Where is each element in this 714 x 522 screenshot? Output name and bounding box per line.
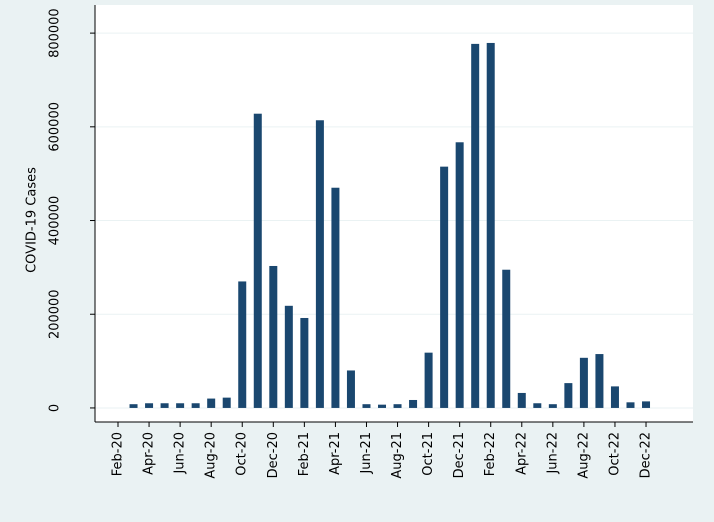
x-tick-label: Oct-21 bbox=[421, 432, 436, 476]
bar bbox=[533, 403, 542, 408]
bar bbox=[269, 265, 278, 408]
x-tick-label: Jun-20 bbox=[173, 432, 188, 475]
bar bbox=[145, 403, 154, 408]
x-tick-label: Feb-21 bbox=[297, 432, 312, 476]
x-tick-label: Oct-22 bbox=[607, 432, 622, 476]
bar bbox=[486, 42, 495, 408]
bar bbox=[222, 397, 231, 408]
bar bbox=[315, 120, 324, 408]
bar bbox=[300, 317, 309, 408]
y-tick-label: 800000 bbox=[48, 8, 63, 58]
bar bbox=[176, 403, 185, 408]
bar bbox=[517, 392, 526, 408]
bar bbox=[502, 269, 511, 408]
x-tick-label: Jun-22 bbox=[545, 432, 560, 475]
bar bbox=[642, 401, 651, 408]
x-tick-label: Jun-21 bbox=[359, 432, 374, 475]
bar bbox=[548, 404, 557, 408]
bar bbox=[595, 354, 604, 408]
x-tick-label: Oct-20 bbox=[235, 432, 250, 476]
x-tick-label: Apr-20 bbox=[142, 432, 157, 475]
bar bbox=[564, 383, 573, 408]
x-tick-label: Dec-22 bbox=[639, 432, 654, 478]
bar bbox=[440, 166, 449, 408]
bar bbox=[626, 402, 635, 408]
bar bbox=[253, 113, 262, 408]
bar bbox=[610, 386, 619, 408]
bar bbox=[238, 281, 247, 408]
x-tick-label: Dec-21 bbox=[452, 432, 467, 478]
bar bbox=[579, 357, 588, 408]
bar bbox=[424, 352, 433, 408]
bar bbox=[393, 404, 402, 408]
bar bbox=[409, 399, 418, 408]
bar bbox=[191, 403, 200, 408]
y-tick-label: 200000 bbox=[48, 289, 63, 339]
x-tick-label: Apr-21 bbox=[328, 432, 343, 475]
bar bbox=[331, 187, 340, 408]
bar bbox=[129, 404, 138, 408]
x-tick-label: Apr-22 bbox=[514, 432, 529, 475]
x-tick-label: Dec-20 bbox=[266, 432, 281, 478]
bar bbox=[207, 398, 216, 408]
y-tick-label: 0 bbox=[48, 404, 63, 412]
y-tick-label: 400000 bbox=[48, 196, 63, 246]
x-tick-label: Feb-22 bbox=[483, 432, 498, 476]
y-axis-title: COVID-19 Cases bbox=[25, 167, 40, 273]
bar bbox=[455, 142, 464, 408]
bar bbox=[378, 404, 387, 408]
bar bbox=[284, 305, 293, 408]
plot-area bbox=[95, 5, 693, 422]
y-tick-label: 600000 bbox=[48, 102, 63, 152]
bar bbox=[160, 403, 169, 408]
x-tick-label: Aug-20 bbox=[204, 432, 219, 479]
x-tick-label: Aug-21 bbox=[390, 432, 405, 479]
x-tick-label: Aug-22 bbox=[576, 432, 591, 479]
bar bbox=[362, 404, 371, 408]
x-tick-label: Feb-20 bbox=[111, 432, 126, 476]
bar bbox=[346, 370, 355, 408]
bar bbox=[471, 43, 480, 408]
